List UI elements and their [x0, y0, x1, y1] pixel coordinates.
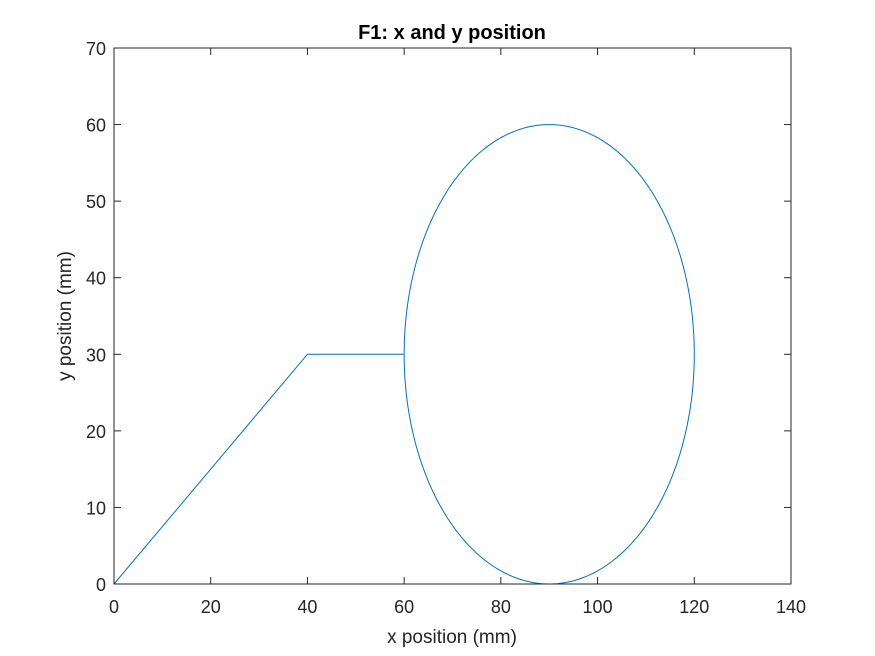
- x-tick-label: 140: [776, 597, 806, 617]
- y-tick-label: 10: [86, 498, 106, 518]
- y-tick-label: 50: [86, 192, 106, 212]
- chart-title: F1: x and y position: [358, 22, 546, 44]
- ticks-layer: 0 20 40 60 80 100 120 140 0 10 20 30 40 50 60 70: [86, 39, 806, 617]
- x-tick-label: 40: [297, 597, 317, 617]
- x-tick-label: 120: [679, 597, 709, 617]
- x-tick-label: 20: [201, 597, 221, 617]
- y-tick-label: 60: [86, 116, 106, 136]
- x-tick-label: 100: [583, 597, 613, 617]
- trajectory-line: [113, 124, 695, 585]
- y-tick-label: 70: [86, 39, 106, 59]
- x-tick-label: 60: [394, 597, 414, 617]
- series-layer: [113, 124, 695, 585]
- y-tick-label: 30: [86, 345, 106, 365]
- y-tick-label: 0: [96, 575, 106, 595]
- x-axis-label: x position (mm): [387, 627, 517, 648]
- y-tick-label: 40: [86, 269, 106, 289]
- y-tick-label: 20: [86, 422, 106, 442]
- x-tick-label: 0: [109, 597, 119, 617]
- x-tick-label: 80: [491, 597, 511, 617]
- y-axis-label: y position (mm): [55, 251, 76, 381]
- axes-box: [113, 47, 792, 585]
- plot-area: [114, 48, 791, 584]
